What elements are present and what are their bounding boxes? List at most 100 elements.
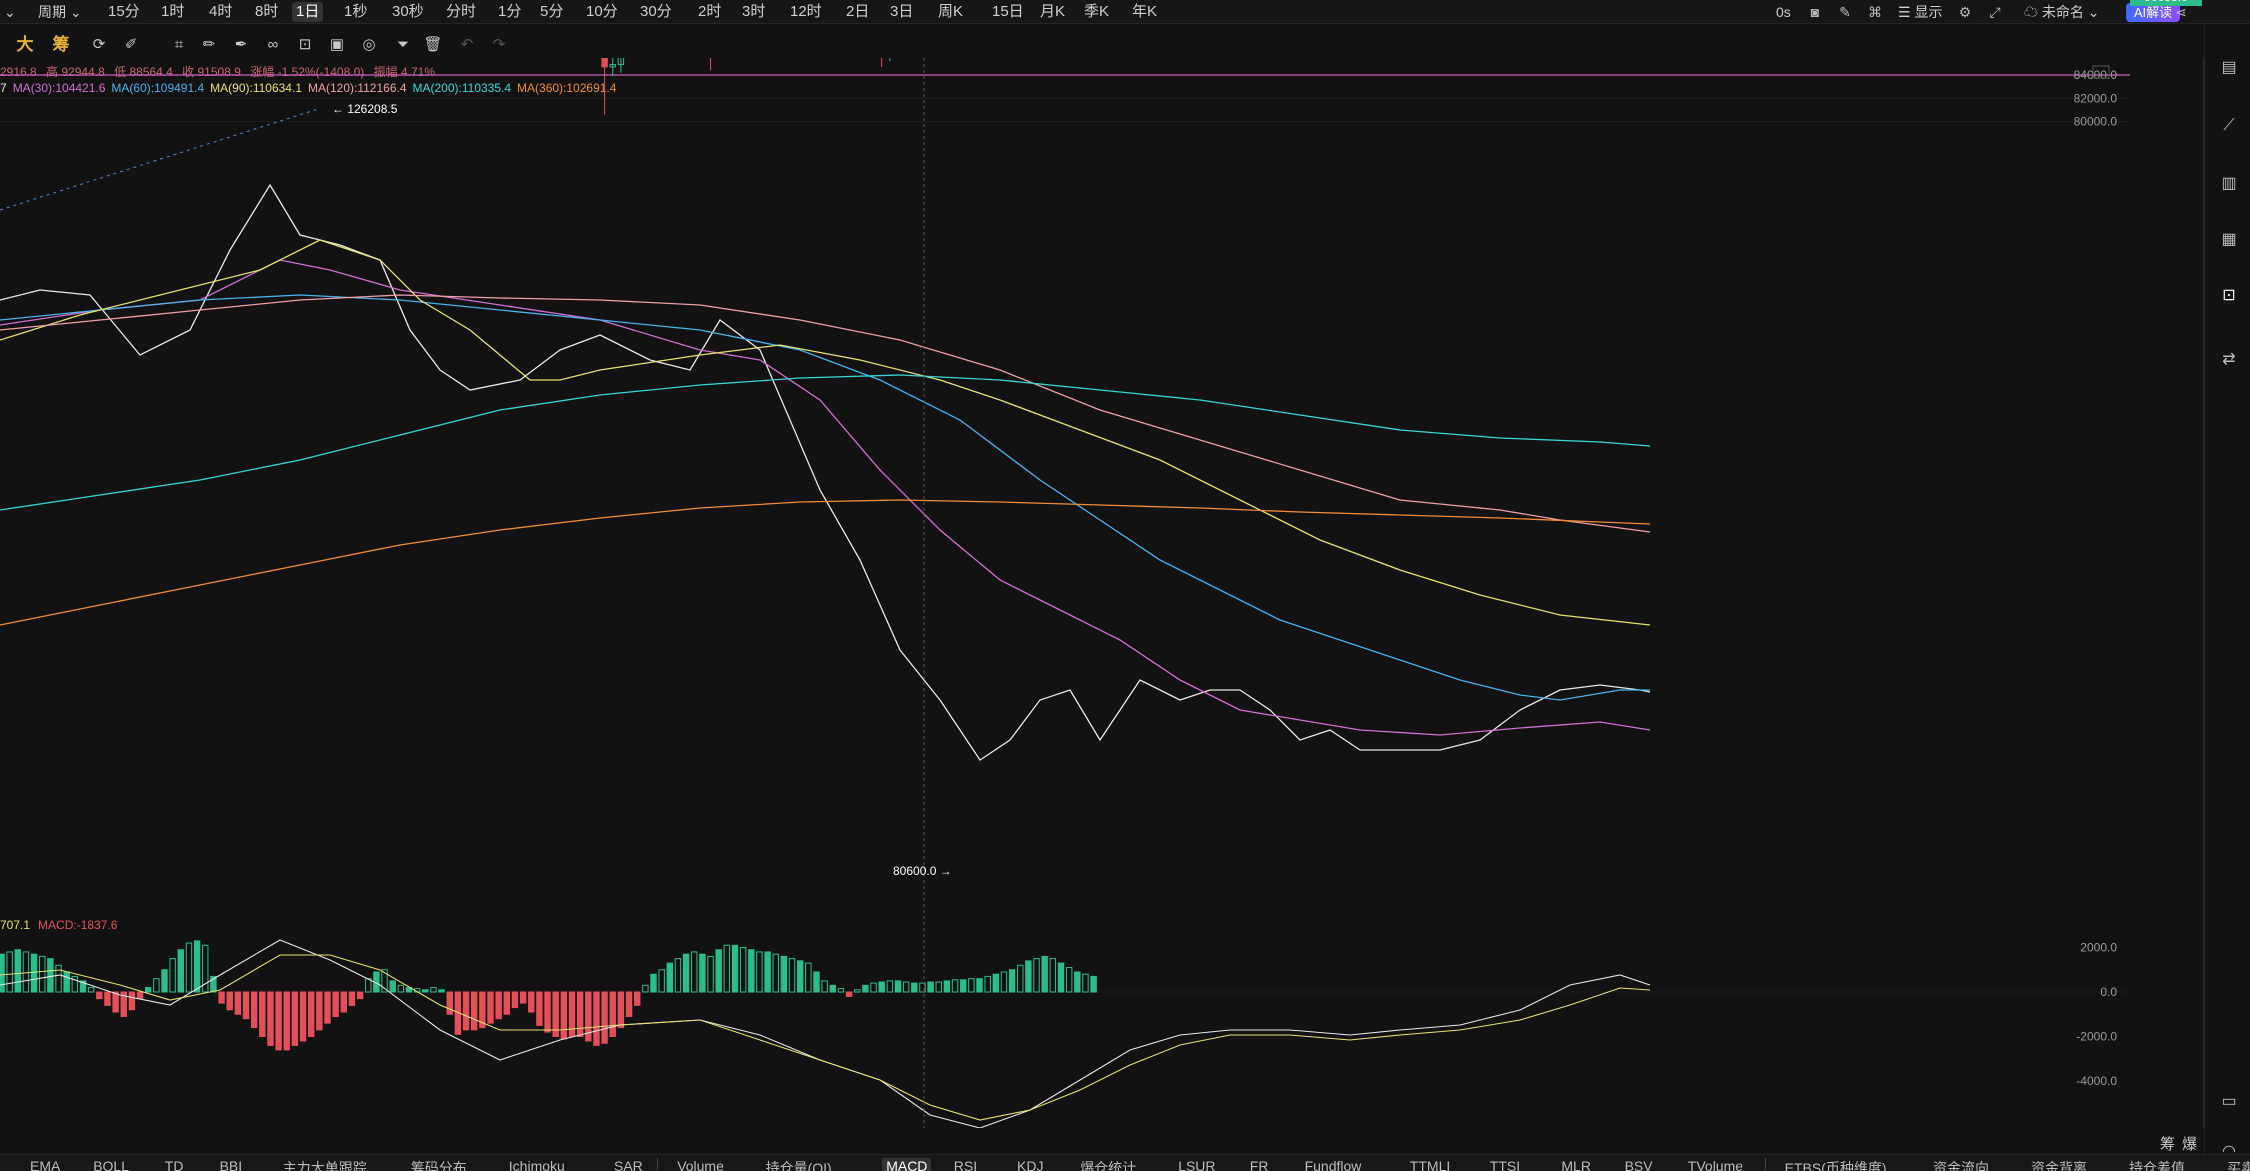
camera-icon[interactable]: ◙ [1810,4,1820,20]
period-7[interactable]: 分时 [446,3,477,20]
crop-icon[interactable]: ⌗ [174,36,184,53]
indicator-tab[interactable]: 持仓差值 [2129,1160,2185,1171]
period-19[interactable]: 月K [1040,3,1066,20]
macd-bar [658,969,665,993]
magnet-icon[interactable]: ◎ [362,36,376,53]
pattern-icon[interactable]: ∞ [267,36,279,53]
period-0[interactable]: 15分 [108,3,140,20]
period-menu[interactable]: 周期 ⌄ [38,4,82,20]
indicator-tab[interactable]: 资金背离 [2031,1160,2087,1171]
undo-icon[interactable]: ↶ [460,36,474,53]
period-15[interactable]: 2日 [846,3,870,20]
indicator-tab[interactable]: BOLL [93,1158,129,1171]
indicator-tab[interactable]: 爆仓统计 [1080,1160,1137,1171]
period-13[interactable]: 3时 [742,3,766,20]
swap-icon[interactable]: ⇄ [2222,351,2236,368]
indicator-tab[interactable]: 持仓量(OI) [765,1160,832,1171]
indicator-tab[interactable]: Fundflow [1304,1158,1362,1171]
robot-icon[interactable]: ⊡ [2222,287,2236,304]
lock-icon[interactable]: ⊡ [298,36,312,53]
indicator-tab[interactable]: MACD [882,1158,932,1171]
drawing-tools: 大 筹 ⟳ ✐ ⌗ ✏ ✒ ∞ ⊡ ▣ ◎ ⏷ 🗑 ↶ ↷ [0,34,560,58]
ma-legend-item: MA(90):110634.1 [210,81,302,95]
chip-button[interactable]: 筹 [52,35,70,54]
calendar-icon[interactable]: ▤ [2221,59,2237,76]
indicator-tab[interactable]: 主力大单跟踪 [282,1160,367,1171]
indicator-tab[interactable]: BBI [219,1158,243,1171]
indicator-tab[interactable]: KDJ [1017,1158,1044,1171]
indicator-tab[interactable]: Volume [677,1158,724,1171]
period-8[interactable]: 1分 [498,3,522,20]
macd-legend: 707.1 MACD:-1837.6 [0,918,125,932]
indicator-tab[interactable]: RSI [953,1158,978,1171]
macd-bar [503,991,511,1015]
period-11[interactable]: 30分 [640,3,672,20]
line-chart-icon[interactable]: ⟋ [2223,117,2235,134]
period-3[interactable]: 8时 [255,3,279,20]
period-16[interactable]: 3日 [890,3,914,20]
period-21[interactable]: 年K [1132,3,1158,20]
ma-legend-item: MA(30):104421.6 [12,81,106,95]
share-icon[interactable]: ⋖ [2175,4,2187,20]
indicator-icon[interactable]: ▥ [2221,175,2237,192]
indicator-tab[interactable]: ETBS(币种维度) [1784,1160,1887,1171]
period-2[interactable]: 4时 [209,3,233,20]
macd-bar [462,991,470,1031]
liquidation-toggle[interactable]: 爆 [2182,1136,2198,1153]
indicator-tab[interactable]: 买卖热度 [2227,1160,2250,1171]
period-10[interactable]: 10分 [586,3,618,20]
price-chart[interactable]: 128000.0126000.0124000.0122000.0120000.0… [0,58,2130,1128]
filter-icon[interactable]: ⏷ [396,36,409,53]
chip-toggle[interactable]: 筹 [2160,1136,2176,1153]
image-icon[interactable]: ▣ [329,36,345,53]
period-17[interactable]: 周K [938,3,964,20]
indicator-tab[interactable]: TTMLI [1409,1158,1451,1171]
indicator-tab[interactable]: SAR [614,1158,643,1171]
fullscreen-icon[interactable]: ⤢ [1989,4,2001,20]
period-5[interactable]: 1秒 [344,3,368,20]
period-18[interactable]: 15日 [992,3,1024,20]
bookmark-icon[interactable]: ⌘ [1868,4,1882,20]
display-toggle[interactable]: ☰ 显示 [1898,4,1943,20]
indicator-tab[interactable]: TTSI [1489,1158,1521,1171]
brush-icon[interactable]: ✐ [124,36,138,53]
macd-bar [837,988,845,993]
indicator-tab[interactable]: TVolume [1687,1158,1744,1171]
news-icon[interactable]: ▦ [2221,231,2237,248]
period-14[interactable]: 12时 [790,3,822,20]
indicator-tab[interactable]: EMA [30,1158,61,1171]
indicator-tab[interactable]: MLR [1561,1158,1591,1171]
redo-icon[interactable]: ↷ [492,36,506,53]
macd-bar [1033,958,1040,993]
indicator-tab[interactable]: 资金流向 [1933,1160,1989,1171]
indicator-tab[interactable]: BSV [1624,1158,1653,1171]
ruler-icon[interactable]: ✏ [202,36,216,53]
redraw-icon[interactable]: ⟳ [92,36,106,53]
chevron-down-icon[interactable]: ⌄ [4,4,16,20]
gear-icon[interactable]: ⚙ [1958,4,1972,20]
macd-bar [739,947,747,993]
indicator-tab[interactable]: TD [164,1158,184,1171]
period-6[interactable]: 30秒 [392,3,424,20]
period-12[interactable]: 2时 [698,3,722,20]
big-button[interactable]: 大 [16,35,34,54]
indicator-tab[interactable]: FR [1249,1158,1269,1171]
period-4[interactable]: 1日 [292,2,324,22]
period-9[interactable]: 5分 [540,3,564,20]
indicator-tab[interactable]: Ichimoku [508,1158,565,1171]
pen-icon[interactable]: ✒ [234,36,248,53]
indicator-tabs: EMA BOLL TD BBI 主力大单跟踪 筹码分布 Ichimoku SAR Volume 持… [0,1154,2250,1171]
ai-interpret-button[interactable]: AI解读 [2126,3,2180,22]
candle-body [601,58,608,68]
indicator-tab[interactable]: 筹码分布 [410,1160,467,1171]
macd-bar [1074,971,1081,993]
edit-icon[interactable]: ✎ [1839,4,1851,20]
layout-selector[interactable]: ☁ 未命名 ⌄ [2024,4,2100,20]
panel-icon[interactable]: ▭ [2221,1093,2237,1110]
period-1[interactable]: 1时 [161,3,185,20]
macd-bar [39,955,46,993]
indicator-tab[interactable]: LSUR [1178,1158,1216,1171]
period-20[interactable]: 季K [1084,3,1110,20]
macd-bar [136,991,144,1000]
trash-icon[interactable]: 🗑 [423,36,443,53]
